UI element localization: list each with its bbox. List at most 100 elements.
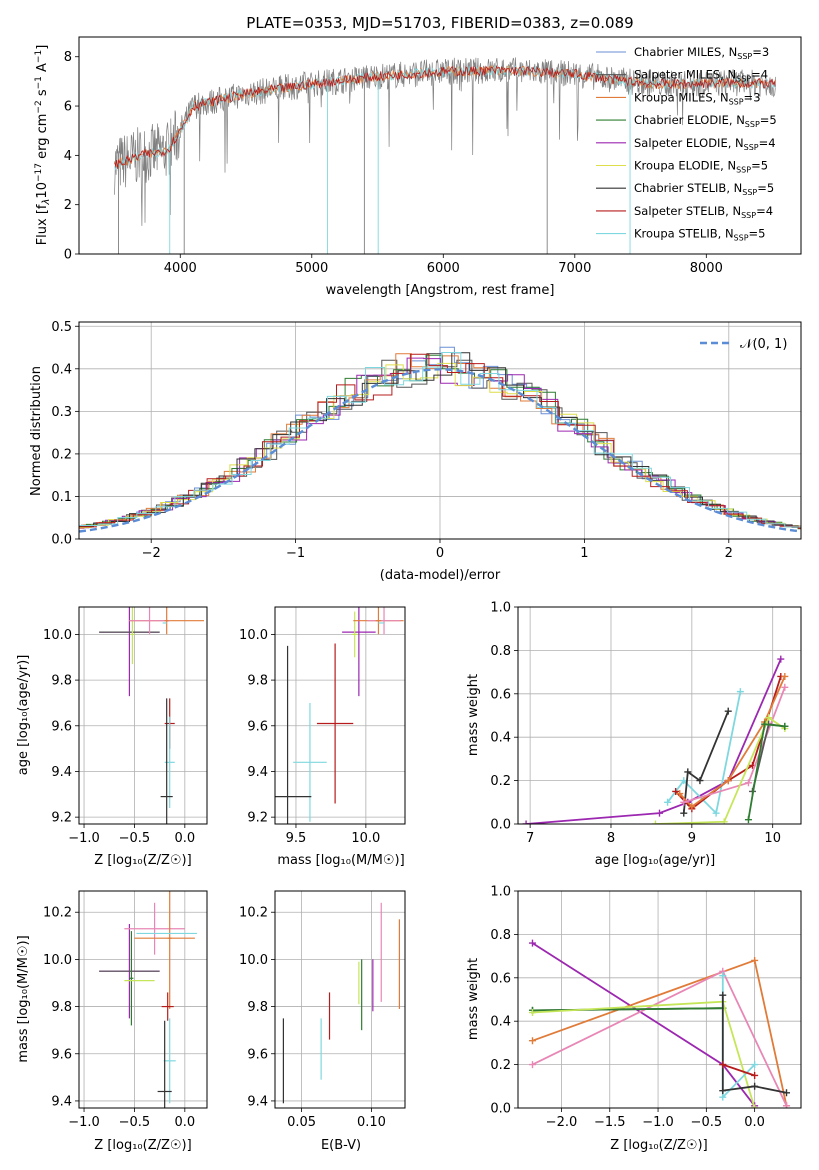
legend-eq-6: =	[757, 181, 767, 195]
legend-space-0: ,	[721, 45, 728, 59]
legend-entry-1: Salpeter MILES, NSSP=4	[634, 68, 768, 84]
mass-vs-metallicity-panel: Z [log₁₀(Z/Z☉)] mass [log₁₀(M/M☉)] −1.0−…	[16, 890, 208, 1153]
series-point-3-0	[672, 787, 680, 795]
series-point-1-2	[712, 809, 720, 817]
legend-nssp-prefix-3: N	[736, 113, 745, 127]
series-point-6-2	[751, 1061, 759, 1069]
y-tick-label-4: 10.0	[43, 628, 72, 643]
residuals-legend-label: 𝒩(0, 1)	[740, 337, 787, 352]
mass-vs-ebv-panel: E(B-V) 0.05 0.10 9.4 9.6 9.8 10.0 10.2	[239, 890, 406, 1153]
legend-eq-1: =	[751, 68, 761, 82]
x-tick-label-0: 0.05	[287, 1115, 316, 1130]
y-tick-label-1: 9.6	[247, 1047, 268, 1062]
y-tick-label-2: 4	[64, 149, 72, 164]
x-tick-label-0: −1.0	[68, 1115, 100, 1130]
ticks: 0.05 0.10 9.4 9.6 9.8 10.0 10.2	[239, 906, 386, 1130]
ticks: −1.0 −0.5 0.0 9.4 9.6 9.8 10.0 10.2	[43, 906, 195, 1130]
y-tick-label-5: 1.0	[490, 885, 511, 900]
series-point-1-1	[751, 956, 759, 964]
series-point-5-2	[781, 683, 789, 691]
series-line-8	[722, 1063, 755, 1077]
series-point-4-0	[676, 790, 684, 798]
legend-eq-7: =	[756, 204, 766, 218]
series-point-8-1	[751, 1071, 759, 1079]
histograms	[79, 346, 801, 533]
histogram-6	[79, 352, 801, 528]
series-line-0	[526, 658, 782, 824]
legend-name-4: Salpeter ELODIE	[634, 136, 728, 150]
y-tick-label-2: 9.6	[247, 719, 268, 734]
legend-nssp-sub-2: SSP	[729, 97, 744, 106]
mass-vs-Z-xlabel: Z [log₁₀(Z/Z☉)]	[94, 1138, 191, 1153]
legend-nssp-sub-0: SSP	[737, 52, 752, 61]
axes-frame	[274, 890, 406, 1109]
legend-name-5: Kroupa ELODIE	[634, 159, 720, 173]
x-tick-label-4: 0.0	[744, 1115, 765, 1130]
legend-name-0: Chabrier MILES	[634, 45, 721, 59]
legend-entry-5: Kroupa ELODIE, NSSP=5	[634, 159, 768, 175]
legend-nssp-prefix-4: N	[735, 136, 744, 150]
legend-nssp-sub-7: SSP	[741, 211, 756, 220]
axes-frame	[78, 36, 802, 255]
y-tick-label-5: 1.0	[490, 601, 511, 616]
x-tick-label-2: 0	[436, 546, 444, 561]
grid-lines	[275, 891, 405, 1108]
x-tick-label-0: 4000	[164, 261, 197, 276]
grid-lines	[518, 890, 801, 1109]
residuals-xlabel: (data-model)/error	[380, 568, 501, 583]
series-line-1	[532, 959, 788, 1106]
legend-name-1: Salpeter MILES	[634, 68, 720, 82]
y-tick-label-0: 9.2	[51, 811, 72, 826]
legend-space-4: ,	[728, 136, 735, 150]
legend-nssp-value-1: 4	[761, 68, 768, 82]
ylabel-part-tail3-sup: −1	[34, 50, 44, 63]
ticks: 7 8 9 10 0.0 0.2 0.4 0.6 0.8 1.0	[490, 601, 781, 847]
y-tick-label-4: 8	[64, 50, 72, 65]
legend-nssp-value-2: 3	[753, 90, 760, 104]
legend-name-2: Kroupa MILES	[634, 90, 713, 104]
axes-frame	[78, 321, 802, 540]
legend-eq-3: =	[760, 113, 770, 127]
series-line-5	[683, 686, 786, 804]
series-point-2-3	[724, 707, 732, 715]
x-tick-label-3: −0.5	[691, 1115, 723, 1130]
legend-entry-7: Salpeter STELIB, NSSP=4	[634, 204, 773, 220]
series-point-8-0	[744, 816, 752, 824]
grid-lines	[518, 606, 801, 825]
series-lines	[522, 655, 789, 824]
series-line-7	[721, 995, 787, 1094]
y-tick-label-4: 10.2	[43, 906, 72, 921]
y-tick-label-3: 0.6	[490, 687, 511, 702]
series-point-5-1	[744, 779, 752, 787]
series-point-7-3	[783, 1089, 791, 1097]
massweight-vs-age-panel: age [log₁₀(age/yr)] mass weight 7 8 9 10 0.0…	[466, 601, 802, 868]
legend-eq-0: =	[752, 45, 762, 59]
y-tick-label-2: 0.4	[490, 731, 511, 746]
y-tick-label-3: 10.0	[239, 953, 268, 968]
axes-frame	[78, 890, 208, 1109]
legend-name-6: Chabrier STELIB	[634, 181, 726, 195]
y-tick-label-0: 9.4	[247, 1094, 268, 1109]
y-tick-label-1: 9.4	[247, 765, 268, 780]
x-tick-label-3: 10	[764, 831, 781, 846]
legend-nssp-value-3: 5	[769, 113, 776, 127]
series-line-6	[721, 975, 756, 1100]
series-point-4-1	[688, 803, 696, 811]
legend-nssp-value-8: 5	[758, 227, 765, 241]
ticks: 9.5 10.0 9.2 9.4 9.6 9.8 10.0	[239, 628, 380, 846]
mass-vs-Z-ylabel: mass [log₁₀(M/M☉)]	[16, 935, 31, 1062]
ylabel-part-tail: erg cm	[35, 114, 50, 163]
x-tick-label-0: −2.0	[546, 1115, 578, 1130]
series-point-6-2	[765, 714, 773, 722]
series-point-1-0	[528, 1037, 536, 1045]
model-spectrum-2	[114, 64, 776, 169]
series-point-8-0	[719, 1061, 727, 1069]
legend-nssp-prefix-6: N	[734, 181, 743, 195]
ylabel-part-tail2-sup: −1	[34, 76, 44, 89]
axes-frame	[517, 890, 802, 1109]
y-tick-label-3: 6	[64, 100, 72, 115]
legend-nssp-prefix-2: N	[720, 90, 729, 104]
model-spectrum-1	[114, 64, 776, 171]
legend-eq-5: =	[751, 159, 761, 173]
